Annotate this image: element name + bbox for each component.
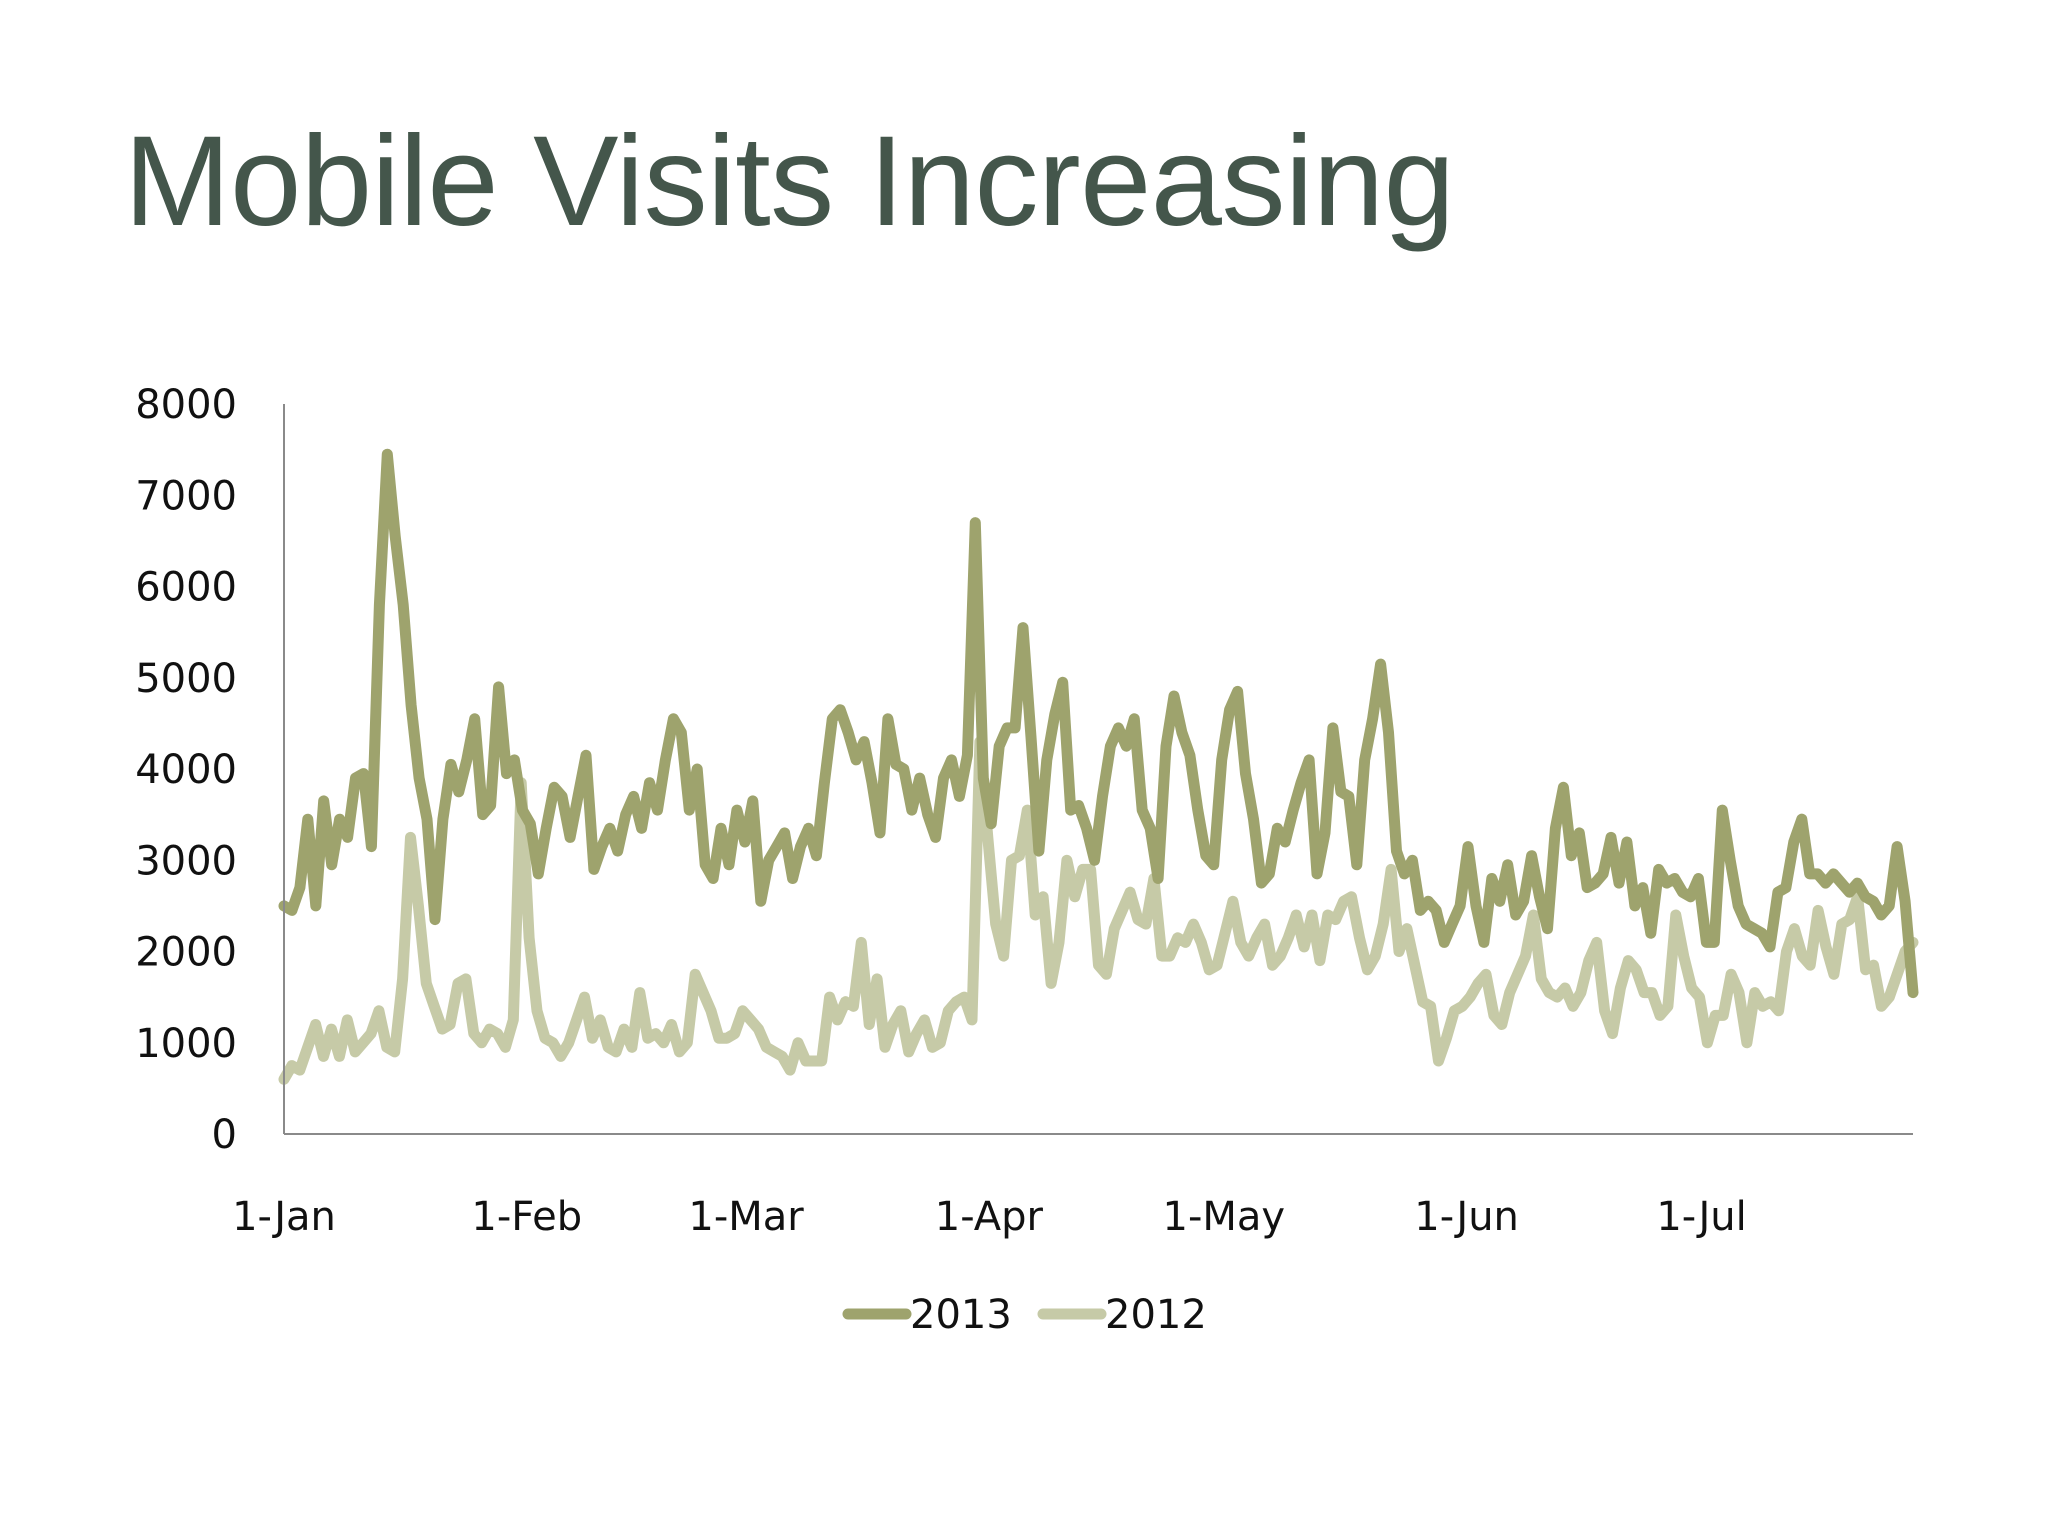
x-tick-label: 1-Apr <box>935 1194 1044 1240</box>
y-axis-ticks: 0 1000 2000 3000 4000 5000 6000 7000 8000 <box>135 382 237 1158</box>
y-tick-label: 0 <box>212 1112 237 1158</box>
y-tick-label: 3000 <box>135 838 237 884</box>
y-tick-label: 4000 <box>135 747 237 793</box>
x-axis-ticks: 1-Jan 1-Feb 1-Mar 1-Apr 1-May 1-Jun 1-Jul <box>232 1194 1747 1240</box>
y-tick-label: 5000 <box>135 656 237 702</box>
legend: 2013 2012 <box>842 1292 1207 1338</box>
y-tick-label: 1000 <box>135 1021 237 1067</box>
legend-label-2013: 2013 <box>910 1292 1012 1338</box>
x-tick-label: 1-Jan <box>232 1194 336 1240</box>
series-lines <box>278 448 1919 1085</box>
y-tick-label: 2000 <box>135 930 237 976</box>
x-tick-label: 1-May <box>1163 1194 1286 1240</box>
legend-label-2012: 2012 <box>1105 1292 1207 1338</box>
slide-title: Mobile Visits Increasing <box>124 110 1455 253</box>
y-tick-label: 7000 <box>135 473 237 519</box>
series-line-2013 <box>278 448 1919 999</box>
y-tick-label: 6000 <box>135 565 237 611</box>
x-tick-label: 1-Feb <box>471 1194 582 1240</box>
y-tick-label: 8000 <box>135 382 237 428</box>
series-line-2012 <box>278 736 1919 1085</box>
x-tick-label: 1-Jul <box>1656 1194 1746 1240</box>
x-tick-label: 1-Mar <box>688 1194 804 1240</box>
x-tick-label: 1-Jun <box>1414 1194 1519 1240</box>
